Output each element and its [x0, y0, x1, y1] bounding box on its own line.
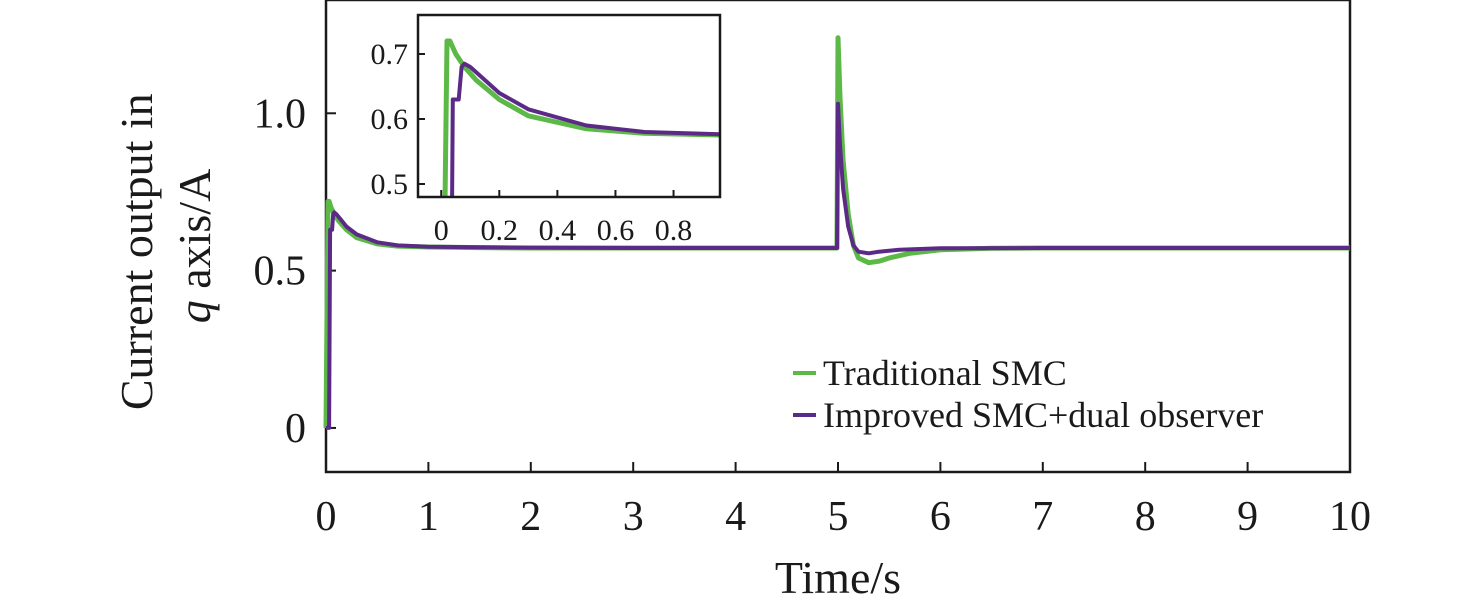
series-line-improved-smc [326, 101, 1350, 430]
x-tick-label: 8 [1135, 494, 1156, 540]
inset-series-line-improved-smc [450, 61, 720, 197]
inset-x-tick-label: 0.8 [655, 214, 693, 247]
y-axis-label-symbol: q [169, 300, 220, 323]
inset-series-group [442, 38, 720, 197]
inset-x-tick-label: 0 [434, 214, 449, 247]
x-tick-label: 6 [930, 494, 951, 540]
x-axis-label: Time/s [775, 552, 901, 603]
y-tick-label: 0 [285, 406, 306, 452]
y-tick-label: 1.0 [254, 91, 307, 137]
x-tick-label: 5 [828, 494, 849, 540]
main-series-group [323, 35, 1350, 430]
inset-y-tick-label: 0.6 [371, 103, 409, 136]
legend: Traditional SMC Improved SMC+dual observ… [793, 353, 1263, 435]
legend-label-traditional-smc: Traditional SMC [823, 353, 1067, 393]
inset-y-tick-label: 0.5 [371, 168, 409, 201]
x-tick-label: 10 [1329, 494, 1371, 540]
y-axis-label: Current output in q axis/A [111, 82, 220, 410]
x-tick-label: 0 [316, 494, 337, 540]
x-tick-label: 4 [725, 494, 746, 540]
y-axis-label-line1: Current output in [111, 93, 162, 410]
x-tick-label: 1 [418, 494, 439, 540]
inset-plot: 0 0.2 0.4 0.6 0.8 0.5 0.6 0.7 [371, 13, 722, 247]
inset-x-tick-label: 0.4 [539, 214, 577, 247]
main-axis-ticks: 0 1 2 3 4 5 6 7 8 9 10 0 0.5 1.0 [254, 91, 1372, 540]
x-tick-label: 9 [1237, 494, 1258, 540]
legend-label-improved-smc: Improved SMC+dual observer [823, 395, 1263, 435]
inset-plot-frame [416, 13, 722, 199]
inset-y-tick-label: 0.7 [371, 38, 409, 71]
main-plot: 0 1 2 3 4 5 6 7 8 9 10 0 0.5 1.0 [254, 0, 1372, 540]
inset-series-line-traditional-smc [442, 38, 720, 197]
y-axis-label-line2: axis/A [169, 169, 220, 301]
x-tick-label: 7 [1032, 494, 1053, 540]
x-tick-label: 2 [520, 494, 541, 540]
inset-background [418, 15, 720, 197]
inset-x-tick-label: 0.2 [481, 214, 519, 247]
y-tick-label: 0.5 [254, 249, 307, 295]
inset-x-tick-label: 0.6 [597, 214, 635, 247]
inset-axis-ticks: 0 0.2 0.4 0.6 0.8 0.5 0.6 0.7 [371, 38, 693, 247]
x-tick-label: 3 [623, 494, 644, 540]
